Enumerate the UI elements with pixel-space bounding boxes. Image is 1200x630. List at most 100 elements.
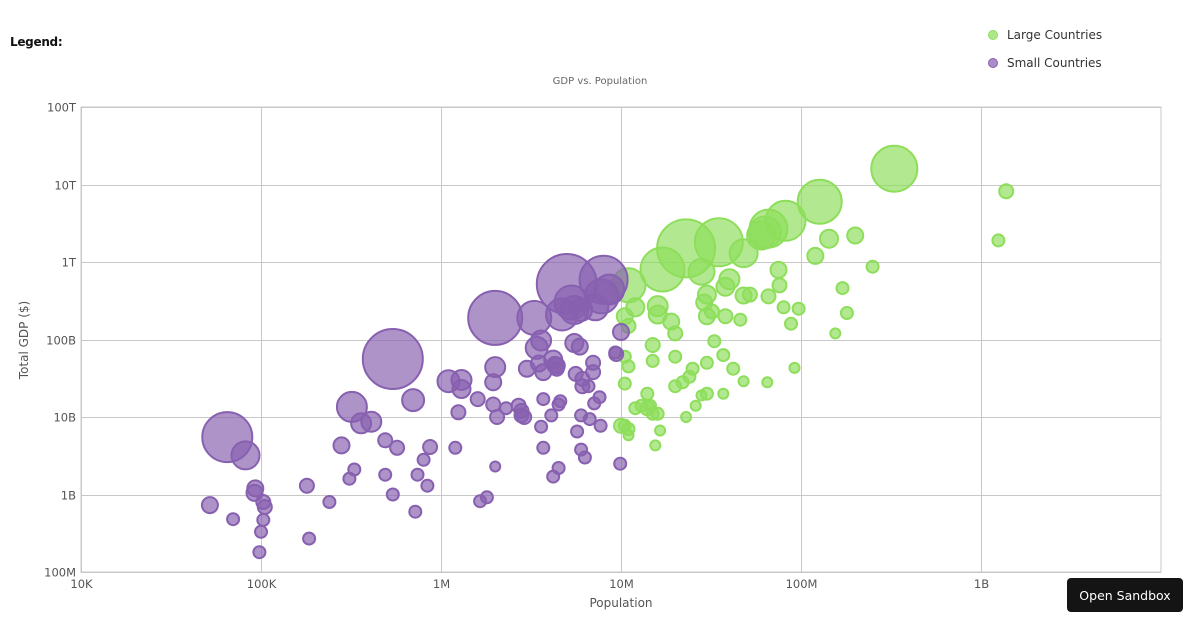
bubble-point[interactable]	[806, 246, 825, 265]
bubble-point[interactable]	[645, 353, 660, 368]
bubble-point[interactable]	[230, 440, 261, 471]
bubble-point[interactable]	[467, 289, 524, 346]
bubble-point[interactable]	[784, 316, 798, 331]
bubble-point[interactable]	[389, 439, 406, 456]
bubble-point[interactable]	[796, 178, 843, 225]
bubble-point[interactable]	[870, 144, 919, 193]
bubble-point[interactable]	[728, 238, 759, 269]
bubble-point[interactable]	[788, 361, 801, 374]
bubble-point[interactable]	[639, 246, 686, 293]
bubble-point[interactable]	[668, 349, 683, 364]
legend-item-large-countries[interactable]: Large Countries	[988, 21, 1102, 49]
bubble-point[interactable]	[385, 487, 400, 502]
bubble-point[interactable]	[302, 531, 317, 546]
bubble-point[interactable]	[726, 361, 741, 376]
bubble-point[interactable]	[200, 496, 219, 515]
bubble-point[interactable]	[377, 432, 394, 449]
bubble-point[interactable]	[489, 409, 506, 425]
bubble-point[interactable]	[548, 360, 565, 377]
bubble-point[interactable]	[516, 409, 533, 425]
bubble-point[interactable]	[819, 228, 839, 249]
bubble-point[interactable]	[776, 300, 791, 315]
bubble-point[interactable]	[650, 406, 665, 421]
bubble-point[interactable]	[553, 394, 568, 409]
bubble-point[interactable]	[733, 312, 748, 327]
bubble-point[interactable]	[846, 226, 865, 245]
bubble-point[interactable]	[361, 328, 424, 390]
bubble-point[interactable]	[534, 419, 549, 434]
bubble-point[interactable]	[689, 399, 702, 412]
bubble-point[interactable]	[737, 375, 750, 388]
bubble-point[interactable]	[408, 504, 423, 519]
bubble-point[interactable]	[570, 337, 589, 356]
bubble-point[interactable]	[654, 424, 667, 437]
bubble-point[interactable]	[769, 260, 788, 279]
bubble-point[interactable]	[569, 298, 594, 322]
bubble-point[interactable]	[680, 411, 693, 423]
bubble-point[interactable]	[771, 277, 788, 294]
bubble-point[interactable]	[644, 337, 661, 353]
bubble-point[interactable]	[839, 306, 854, 320]
bubble-point[interactable]	[585, 354, 602, 371]
bubble-point[interactable]	[608, 345, 623, 360]
bubble-point[interactable]	[536, 440, 551, 455]
bubble-point[interactable]	[593, 418, 608, 433]
bubble-point[interactable]	[835, 281, 850, 296]
bubble-point[interactable]	[298, 477, 315, 494]
bubble-point[interactable]	[450, 404, 467, 421]
bubble-point[interactable]	[865, 259, 880, 274]
bubble-point[interactable]	[332, 436, 351, 455]
bubble-point[interactable]	[621, 359, 636, 374]
bubble-point[interactable]	[791, 301, 806, 316]
bubble-point[interactable]	[741, 286, 758, 303]
bubble-point[interactable]	[668, 379, 683, 394]
bubble-point[interactable]	[581, 379, 596, 394]
bubble-point[interactable]	[448, 440, 463, 455]
bubble-point[interactable]	[473, 494, 488, 509]
bubble-point[interactable]	[699, 355, 714, 370]
bubble-point[interactable]	[592, 390, 607, 405]
bubble-point[interactable]	[829, 327, 842, 340]
bubble-point[interactable]	[761, 376, 774, 389]
bubble-point[interactable]	[998, 183, 1015, 200]
bubble-point[interactable]	[622, 429, 635, 442]
bubble-point[interactable]	[226, 512, 241, 527]
bubble-point[interactable]	[484, 373, 503, 392]
bubble-point[interactable]	[717, 308, 734, 325]
bubble-point[interactable]	[717, 387, 730, 400]
bubble-point[interactable]	[342, 471, 357, 486]
bubble-point[interactable]	[254, 524, 268, 539]
bubble-point[interactable]	[536, 392, 551, 407]
bubble-point[interactable]	[410, 467, 425, 482]
open-sandbox-button[interactable]: Open Sandbox	[1067, 578, 1183, 612]
bubble-point[interactable]	[649, 439, 662, 452]
bubble-point[interactable]	[703, 303, 720, 320]
bubble-point[interactable]	[416, 452, 431, 467]
bubble-point[interactable]	[451, 379, 472, 399]
bubble-point[interactable]	[489, 460, 502, 473]
bubble-point[interactable]	[422, 439, 439, 455]
bubble-point[interactable]	[695, 389, 708, 402]
bubble-point[interactable]	[716, 348, 731, 363]
bubble-point[interactable]	[322, 495, 337, 509]
bubble-point[interactable]	[577, 450, 592, 465]
bubble-point[interactable]	[551, 461, 566, 475]
bubble-point[interactable]	[252, 545, 267, 560]
bubble-point[interactable]	[401, 388, 426, 413]
bubble-point[interactable]	[420, 478, 435, 493]
bubble-point[interactable]	[991, 233, 1006, 248]
bubble-point[interactable]	[378, 467, 393, 482]
bubble-point[interactable]	[256, 499, 273, 515]
bubble-point[interactable]	[544, 408, 559, 423]
bubble-point[interactable]	[667, 325, 684, 342]
bubble-point[interactable]	[360, 410, 383, 433]
bubble-point[interactable]	[628, 401, 643, 416]
bubble-point[interactable]	[570, 424, 585, 439]
bubble-point[interactable]	[582, 412, 597, 427]
bubble-point[interactable]	[469, 391, 486, 408]
bubble-point[interactable]	[256, 512, 271, 527]
bubble-point[interactable]	[687, 257, 716, 286]
legend-item-small-countries[interactable]: Small Countries	[988, 49, 1102, 77]
bubble-point[interactable]	[640, 386, 655, 401]
bubble-point[interactable]	[707, 334, 722, 349]
